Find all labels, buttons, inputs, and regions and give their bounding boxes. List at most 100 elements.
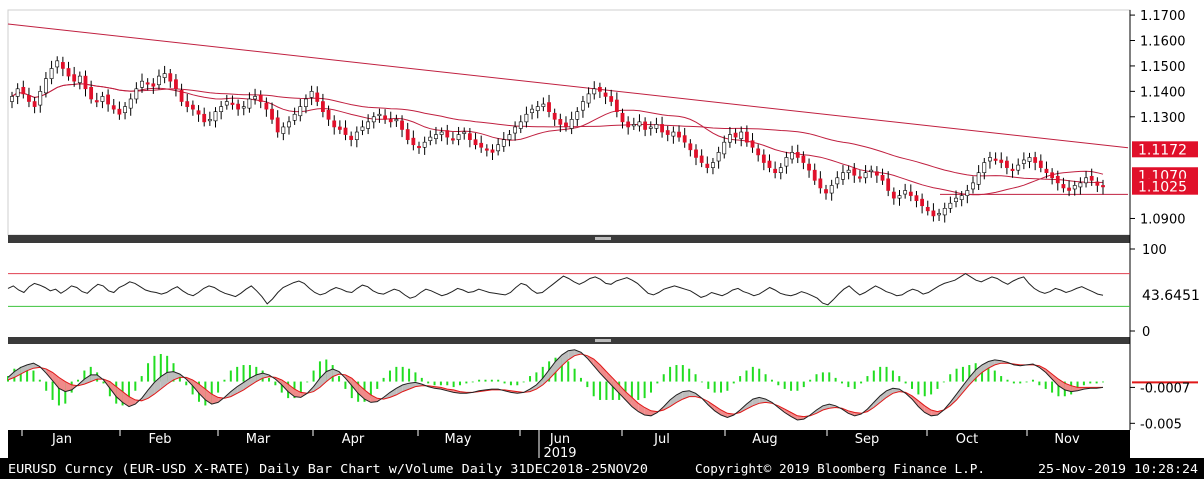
macd-histogram-bar bbox=[624, 381, 627, 400]
macd-fill-segment bbox=[154, 376, 161, 395]
candle-body bbox=[134, 88, 139, 100]
candle-body bbox=[778, 167, 783, 174]
macd-fill-segment bbox=[969, 369, 976, 385]
candle-body bbox=[439, 131, 444, 135]
macd-fill-segment bbox=[14, 367, 21, 378]
ma-20-line bbox=[11, 83, 1104, 196]
macd-fill-segment bbox=[975, 364, 983, 379]
candle-body bbox=[790, 152, 794, 160]
macd-histogram-bar bbox=[637, 381, 640, 400]
candle-body bbox=[501, 139, 506, 147]
candle-body bbox=[784, 157, 789, 167]
candle-body bbox=[428, 136, 433, 141]
candle-body bbox=[1044, 168, 1049, 174]
candle-body bbox=[298, 106, 303, 117]
macd-histogram-bar bbox=[382, 377, 385, 382]
macd-histogram-bar bbox=[465, 381, 468, 384]
candle-body bbox=[106, 94, 110, 105]
candle-body bbox=[852, 168, 857, 176]
candle-body bbox=[903, 190, 908, 195]
candle-body bbox=[891, 191, 896, 199]
candle-body bbox=[874, 171, 879, 176]
candle-body bbox=[507, 134, 512, 140]
candle-body bbox=[422, 141, 427, 148]
macd-histogram-bar bbox=[790, 381, 793, 391]
macd-histogram-bar bbox=[783, 381, 786, 389]
candle-body bbox=[213, 111, 218, 122]
rsi-current-label: 43.6451 bbox=[1142, 288, 1200, 304]
footer-copyright: Copyright© 2019 Bloomberg Finance L.P. bbox=[695, 462, 985, 476]
candle-body bbox=[1021, 159, 1026, 164]
macd-histogram-bar bbox=[166, 355, 169, 382]
candle-body bbox=[66, 68, 71, 77]
macd-histogram-bar bbox=[147, 363, 150, 382]
macd-histogram-bar bbox=[611, 381, 614, 400]
macd-histogram-bar bbox=[306, 381, 309, 383]
candle-body bbox=[479, 142, 484, 148]
macd-histogram-bar bbox=[541, 366, 544, 382]
macd-fill-segment bbox=[689, 390, 696, 397]
macd-ytick-label: -0.005 bbox=[1140, 417, 1182, 432]
macd-histogram-bar bbox=[656, 381, 659, 384]
macd-fill-segment bbox=[90, 374, 98, 382]
candle-body bbox=[886, 178, 891, 191]
macd-histogram-bar bbox=[879, 366, 882, 382]
candle-body bbox=[671, 131, 676, 137]
macd-histogram-bar bbox=[904, 381, 907, 384]
macd-fill-segment bbox=[256, 373, 263, 382]
price-tag-label: 1.1025 bbox=[1138, 180, 1187, 196]
macd-histogram-bar bbox=[821, 372, 824, 382]
macd-histogram-bar bbox=[439, 381, 442, 386]
macd-histogram-bar bbox=[586, 381, 589, 388]
candle-body bbox=[383, 115, 387, 120]
candle-body bbox=[801, 155, 806, 163]
price-tag bbox=[1132, 141, 1198, 158]
macd-histogram-bar bbox=[268, 377, 271, 382]
candle-body bbox=[716, 152, 721, 162]
candle-body bbox=[575, 111, 580, 120]
macd-histogram-bar bbox=[930, 381, 933, 395]
candle-body bbox=[761, 154, 766, 163]
candle-body bbox=[897, 195, 902, 199]
macd-histogram-bar bbox=[401, 366, 404, 382]
rsi-ytick-label: 0 bbox=[1142, 325, 1150, 340]
macd-fill-segment bbox=[549, 361, 556, 380]
macd-histogram-bar bbox=[369, 381, 372, 399]
macd-histogram-bar bbox=[522, 381, 525, 383]
price-ytick-label: 1.1700 bbox=[1140, 9, 1186, 24]
macd-fill-segment bbox=[148, 382, 155, 399]
candle-body bbox=[513, 126, 518, 134]
candle-body bbox=[44, 78, 48, 94]
candle-body bbox=[518, 121, 523, 129]
macd-histogram-bar bbox=[1082, 381, 1085, 386]
ma-50-line bbox=[11, 83, 1104, 184]
macd-fill-segment bbox=[358, 384, 365, 400]
macd-fill-segment bbox=[670, 394, 677, 407]
macd-histogram-bar bbox=[83, 370, 86, 382]
macd-histogram-bar bbox=[942, 381, 945, 383]
candle-body bbox=[281, 126, 286, 134]
macd-fill-segment bbox=[243, 378, 250, 390]
candle-body bbox=[1101, 185, 1105, 188]
candle-body bbox=[863, 172, 868, 179]
candle-body bbox=[795, 152, 800, 158]
price-ytick-label: 1.1600 bbox=[1140, 35, 1186, 50]
candle-body bbox=[665, 130, 670, 135]
candle-body bbox=[94, 100, 99, 103]
candle-body bbox=[677, 131, 681, 138]
macd-histogram-bar bbox=[961, 366, 964, 382]
candle-body bbox=[982, 162, 987, 174]
price-ytick-label: 1.1500 bbox=[1140, 60, 1186, 75]
macd-histogram-bar bbox=[1025, 381, 1028, 383]
macd-fill-segment bbox=[530, 384, 537, 392]
macd-fill-segment bbox=[262, 373, 270, 379]
macd-histogram-bar bbox=[681, 365, 684, 382]
macd-fill-segment bbox=[1058, 379, 1065, 390]
macd-fill-segment bbox=[880, 390, 887, 403]
macd-histogram-bar bbox=[1089, 381, 1092, 384]
candle-body bbox=[1050, 172, 1055, 179]
macd-fill-segment bbox=[326, 369, 333, 382]
candle-body bbox=[609, 96, 614, 102]
candle-body bbox=[586, 93, 591, 104]
candle-body bbox=[445, 130, 450, 138]
